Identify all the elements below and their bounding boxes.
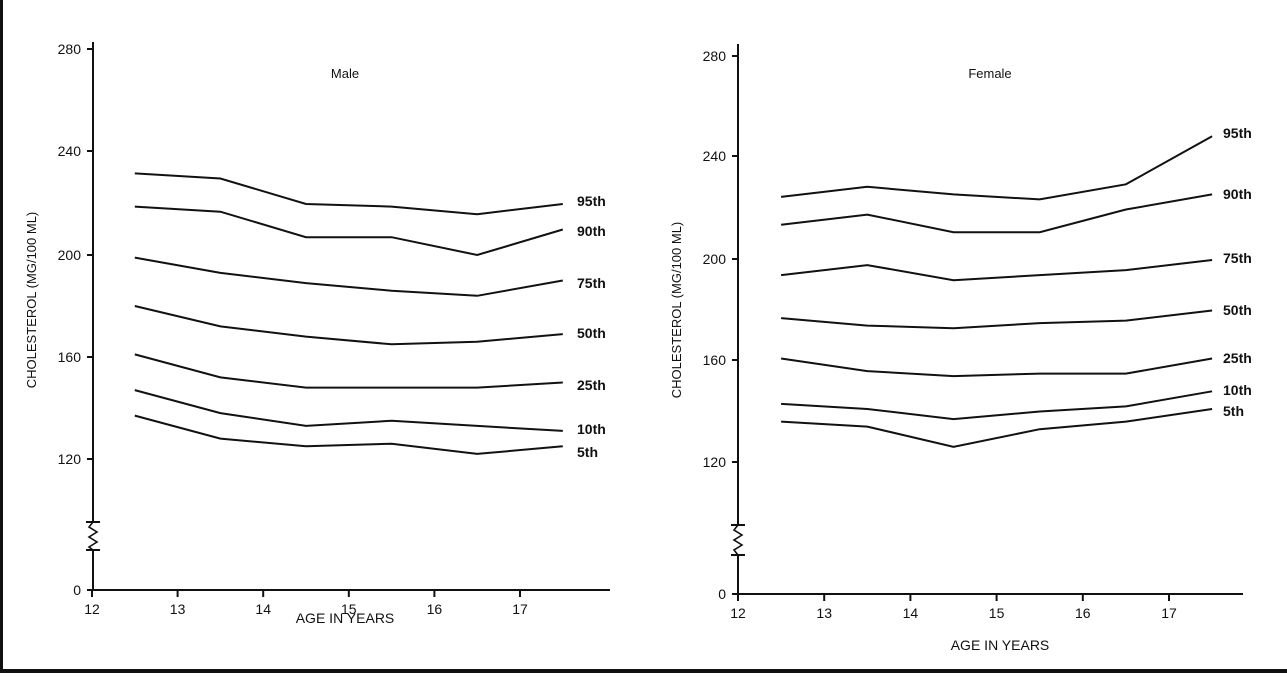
- chart1-series-label-90th: 90th: [1223, 186, 1252, 202]
- chart1-y-axis-label: CHOLESTEROL (MG/100 ML): [669, 222, 684, 399]
- chart0-x-tick-label: 14: [255, 601, 271, 617]
- chart1-axis-break-zigzag: [732, 524, 744, 556]
- chart0-series-label-90th: 90th: [577, 223, 606, 239]
- chart0-series-95th: [134, 172, 563, 216]
- chart0-x-tick-label: 16: [427, 601, 443, 617]
- chart0-y-axis-label: CHOLESTEROL (MG/100 ML): [24, 212, 39, 389]
- chart1-x-tick-label: 14: [903, 605, 919, 621]
- chart0-series-90th: [134, 205, 564, 257]
- female-chart-panel: 0 120 160 200 240 280 12 13 14 15 16 17 Female AGE IN…: [645, 0, 1287, 673]
- chart1-series-label-5th: 5th: [1223, 403, 1244, 419]
- chart1-x-axis-label: AGE IN YEARS: [951, 637, 1050, 653]
- male-chart: 0 120 160 200 240 280 12 13 14 15 16 17 Male AGE IN Y…: [24, 41, 610, 626]
- chart1-series-25th: [780, 357, 1213, 378]
- chart1-series-90th: [780, 193, 1213, 234]
- chart0-series-25th: [134, 353, 563, 389]
- chart0-x-tick-label: 12: [84, 601, 100, 617]
- chart0-series-5th: [134, 414, 563, 455]
- chart1-y-tick-label: 240: [703, 148, 727, 164]
- chart0-x-tick-label: 13: [170, 601, 186, 617]
- chart1-series-label-25th: 25th: [1223, 350, 1252, 366]
- chart0-y-tick-label: 240: [58, 143, 82, 159]
- chart0-y-tick-label: 200: [58, 247, 82, 263]
- chart1-series-label-50th: 50th: [1223, 302, 1252, 318]
- chart1-series-50th: [781, 309, 1213, 330]
- chart1-series-label-95th: 95th: [1223, 125, 1252, 141]
- chart0-title: Male: [331, 66, 359, 81]
- chart0-series-label-5th: 5th: [577, 444, 598, 460]
- chart0-y-tick-label: 280: [58, 41, 82, 57]
- chart0-y-tick-label: 0: [73, 582, 81, 598]
- chart1-y-tick-label: 280: [703, 48, 727, 64]
- chart0-y-tick-label: 120: [58, 451, 82, 467]
- chart0-x-axis-label: AGE IN YEARS: [296, 610, 395, 626]
- chart0-series-label-50th: 50th: [577, 325, 606, 341]
- chart0-axis-break-zigzag: [87, 521, 99, 551]
- chart1-y-tick-label: 120: [703, 454, 727, 470]
- chart1-series-75th: [780, 259, 1213, 282]
- chart0-x-tick-label: 15: [341, 601, 357, 617]
- chart1-y-tick-label: 160: [703, 352, 727, 368]
- chart1-series-5th: [781, 408, 1213, 448]
- chart0-series-75th: [134, 256, 563, 297]
- male-chart-panel: 0 120 160 200 240 280 12 13 14 15 16 17 Male AGE IN Y…: [0, 0, 640, 673]
- chart1-x-tick-label: 13: [816, 605, 832, 621]
- chart1-x-tick-label: 12: [730, 605, 746, 621]
- chart1-y-tick-label: 200: [703, 251, 727, 267]
- chart1-series-label-10th: 10th: [1223, 382, 1252, 398]
- chart1-y-tick-label: 0: [718, 586, 726, 602]
- chart1-x-tick-label: 15: [989, 605, 1005, 621]
- chart0-series-50th: [134, 305, 563, 346]
- chart0-series-10th: [134, 389, 563, 432]
- chart1-x-tick-label: 17: [1161, 605, 1177, 621]
- chart1-series-95th: [780, 135, 1213, 201]
- chart0-y-tick-label: 160: [58, 349, 82, 365]
- chart1-title: Female: [968, 66, 1011, 81]
- chart0-series-label-25th: 25th: [577, 377, 606, 393]
- chart0-series-label-10th: 10th: [577, 421, 606, 437]
- chart1-series-label-75th: 75th: [1223, 250, 1252, 266]
- chart1-x-tick-label: 16: [1075, 605, 1091, 621]
- female-chart: 0 120 160 200 240 280 12 13 14 15 16 17 Female AGE IN…: [669, 44, 1252, 653]
- chart0-series-label-75th: 75th: [577, 275, 606, 291]
- chart1-series-10th: [781, 390, 1213, 421]
- chart0-x-tick-label: 17: [512, 601, 528, 617]
- chart0-series-label-95th: 95th: [577, 193, 606, 209]
